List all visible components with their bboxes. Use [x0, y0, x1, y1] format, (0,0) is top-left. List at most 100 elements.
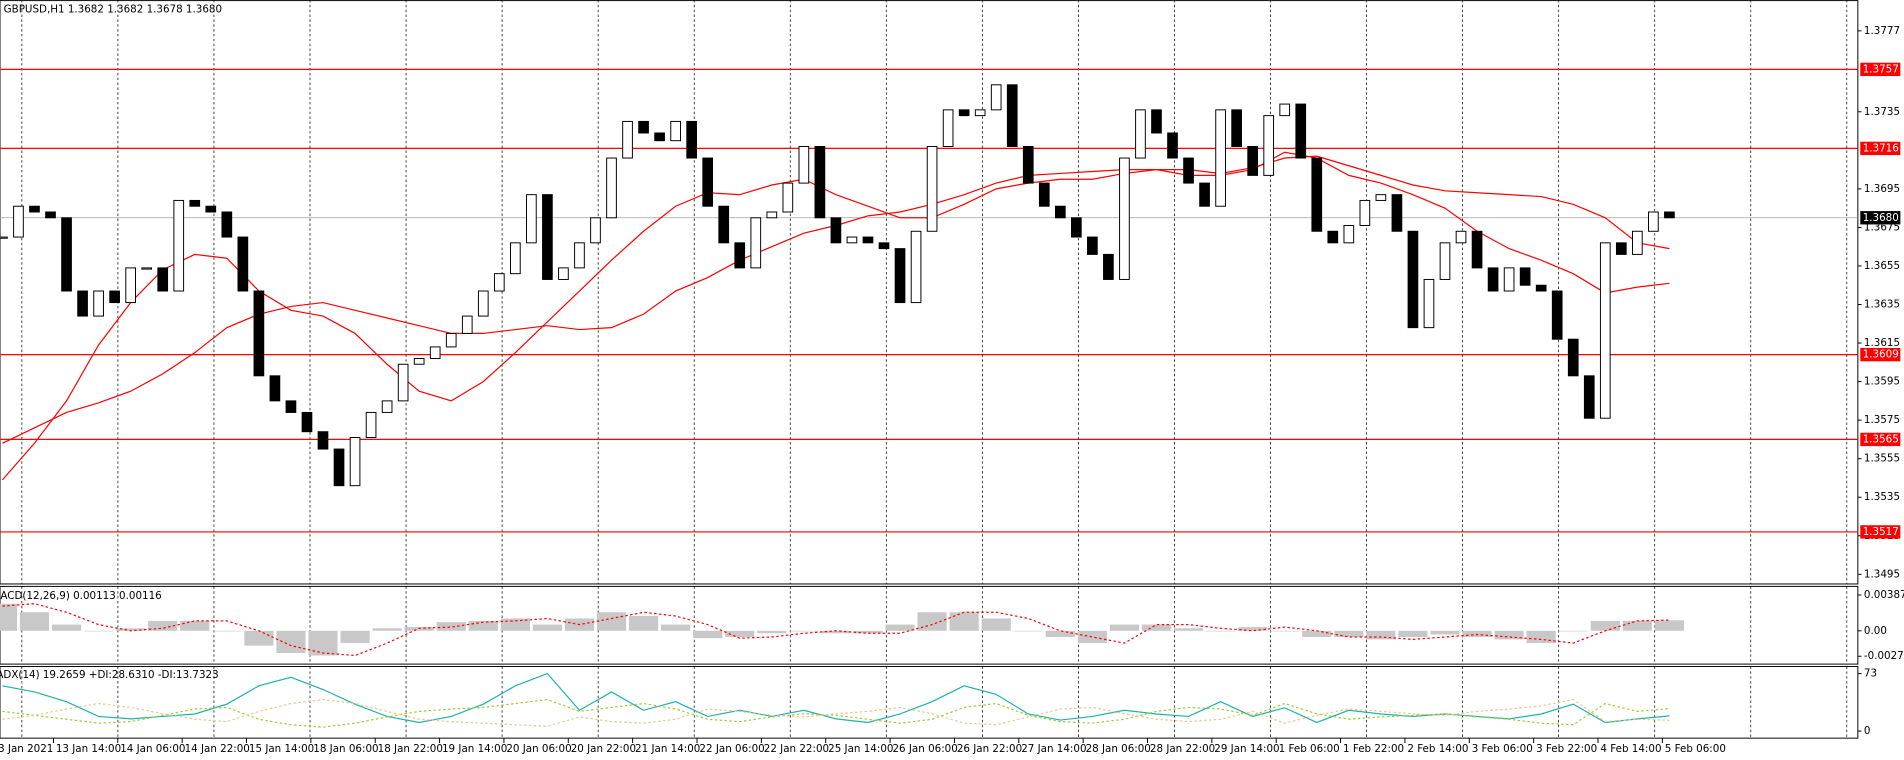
candle [1648, 211, 1659, 232]
candle [1455, 230, 1467, 244]
x-tick-label: 28 Jan 06:00 [1086, 743, 1151, 755]
candle [1519, 267, 1531, 286]
x-tick-label: 13 Jan 2021 [0, 743, 53, 755]
macd-bar [1045, 630, 1075, 637]
candle [1487, 267, 1499, 292]
candle [1038, 182, 1050, 207]
candle [61, 217, 72, 292]
macd-bar [1302, 630, 1332, 637]
x-tick-label: 5 Feb 06:00 [1665, 743, 1726, 755]
candle [542, 194, 553, 280]
macd-title: MACD(12,26,9) 0.00113 0.00116 [0, 590, 162, 602]
candle [814, 145, 826, 219]
candle [429, 346, 441, 359]
candle [237, 236, 249, 292]
candle [830, 217, 842, 244]
candle [1359, 199, 1371, 226]
candle [1119, 157, 1130, 280]
macd-bar [0, 603, 17, 631]
indicator-line [2, 698, 1670, 727]
candle [1551, 290, 1563, 340]
macd-bar [436, 622, 466, 631]
candle [654, 132, 665, 142]
macd-bar [693, 630, 723, 639]
moving-average [1, 151, 1670, 481]
candle [894, 248, 906, 304]
candle [574, 242, 585, 269]
macd-bar [1398, 630, 1428, 637]
macd-bar [212, 630, 242, 632]
y-tick-label: 1.3635 [1864, 299, 1900, 311]
level-label-box [1860, 62, 1901, 77]
candle [189, 199, 201, 207]
macd-bar [51, 624, 82, 631]
macd-bar [372, 628, 402, 631]
candle [157, 267, 169, 292]
candle [958, 109, 970, 117]
candle [221, 211, 233, 238]
x-tick-label: 2 Feb 14:00 [1407, 743, 1468, 755]
signal-line [2, 603, 1670, 657]
candle [942, 109, 954, 147]
x-tick-label: 3 Feb 06:00 [1472, 743, 1533, 755]
y-tick-label: 0.00 [1864, 625, 1887, 637]
level-label: 1.3517 [1863, 526, 1899, 538]
candle [1071, 217, 1082, 238]
candle [1199, 182, 1210, 207]
candle [1006, 84, 1018, 147]
macd-bar [1077, 630, 1107, 644]
candle [93, 290, 104, 317]
macd-bar [1238, 627, 1268, 631]
level-label: 1.3609 [1863, 349, 1899, 361]
macd-bar [1558, 630, 1588, 632]
y-tick-label: 1.3675 [1864, 221, 1900, 233]
candle [1632, 230, 1643, 255]
y-tick-label: 73 [1864, 668, 1877, 680]
candle [1567, 338, 1579, 377]
macd-bar [1494, 630, 1524, 640]
candle [766, 211, 778, 219]
candle [1247, 145, 1258, 176]
macd-bar [1590, 620, 1620, 631]
candle [0, 236, 8, 239]
candle [445, 332, 457, 348]
y-tick-label: 1.3555 [1864, 453, 1900, 465]
candle [798, 145, 810, 184]
y-tick-label: 0 [1864, 725, 1871, 737]
candle [125, 267, 136, 304]
candle [13, 205, 24, 238]
macd-bar [629, 615, 659, 631]
main-panel-frame [0, 0, 1859, 585]
macd-bar [116, 628, 146, 631]
macd-bar [789, 630, 819, 632]
macd-bar [1013, 630, 1043, 632]
candle [269, 375, 281, 402]
macd-bar [596, 612, 627, 631]
candle [1054, 205, 1066, 219]
macd-bar [1366, 630, 1396, 640]
x-tick-label: 25 Jan 14:00 [828, 743, 893, 755]
x-tick-label: 27 Jan 14:00 [1021, 743, 1086, 755]
macd-bar [340, 630, 370, 644]
x-tick-label: 26 Jan 22:00 [957, 743, 1022, 755]
level-label: 1.3565 [1863, 433, 1899, 445]
macd-bar [180, 620, 210, 631]
x-tick-label: 20 Jan 06:00 [506, 743, 571, 755]
candle [253, 290, 265, 377]
x-tick-label: 14 Jan 06:00 [120, 743, 185, 755]
candle [846, 236, 858, 244]
candle [1599, 242, 1611, 419]
macd-bar [981, 618, 1011, 631]
level-label-box [1860, 347, 1901, 362]
x-tick-label: 18 Jan 22:00 [378, 743, 443, 755]
candle [1391, 194, 1403, 232]
adx-title: ADX(14) 19.2659 +DI:28.6310 -DI:13.7323 [0, 669, 219, 681]
candle [1135, 109, 1146, 159]
candle [397, 363, 409, 402]
macd-bar [308, 630, 338, 656]
candle [381, 400, 393, 413]
candle [1583, 375, 1595, 419]
macd-bar [500, 618, 530, 631]
candle [509, 242, 521, 275]
y-tick-label: 1.3735 [1864, 106, 1900, 118]
